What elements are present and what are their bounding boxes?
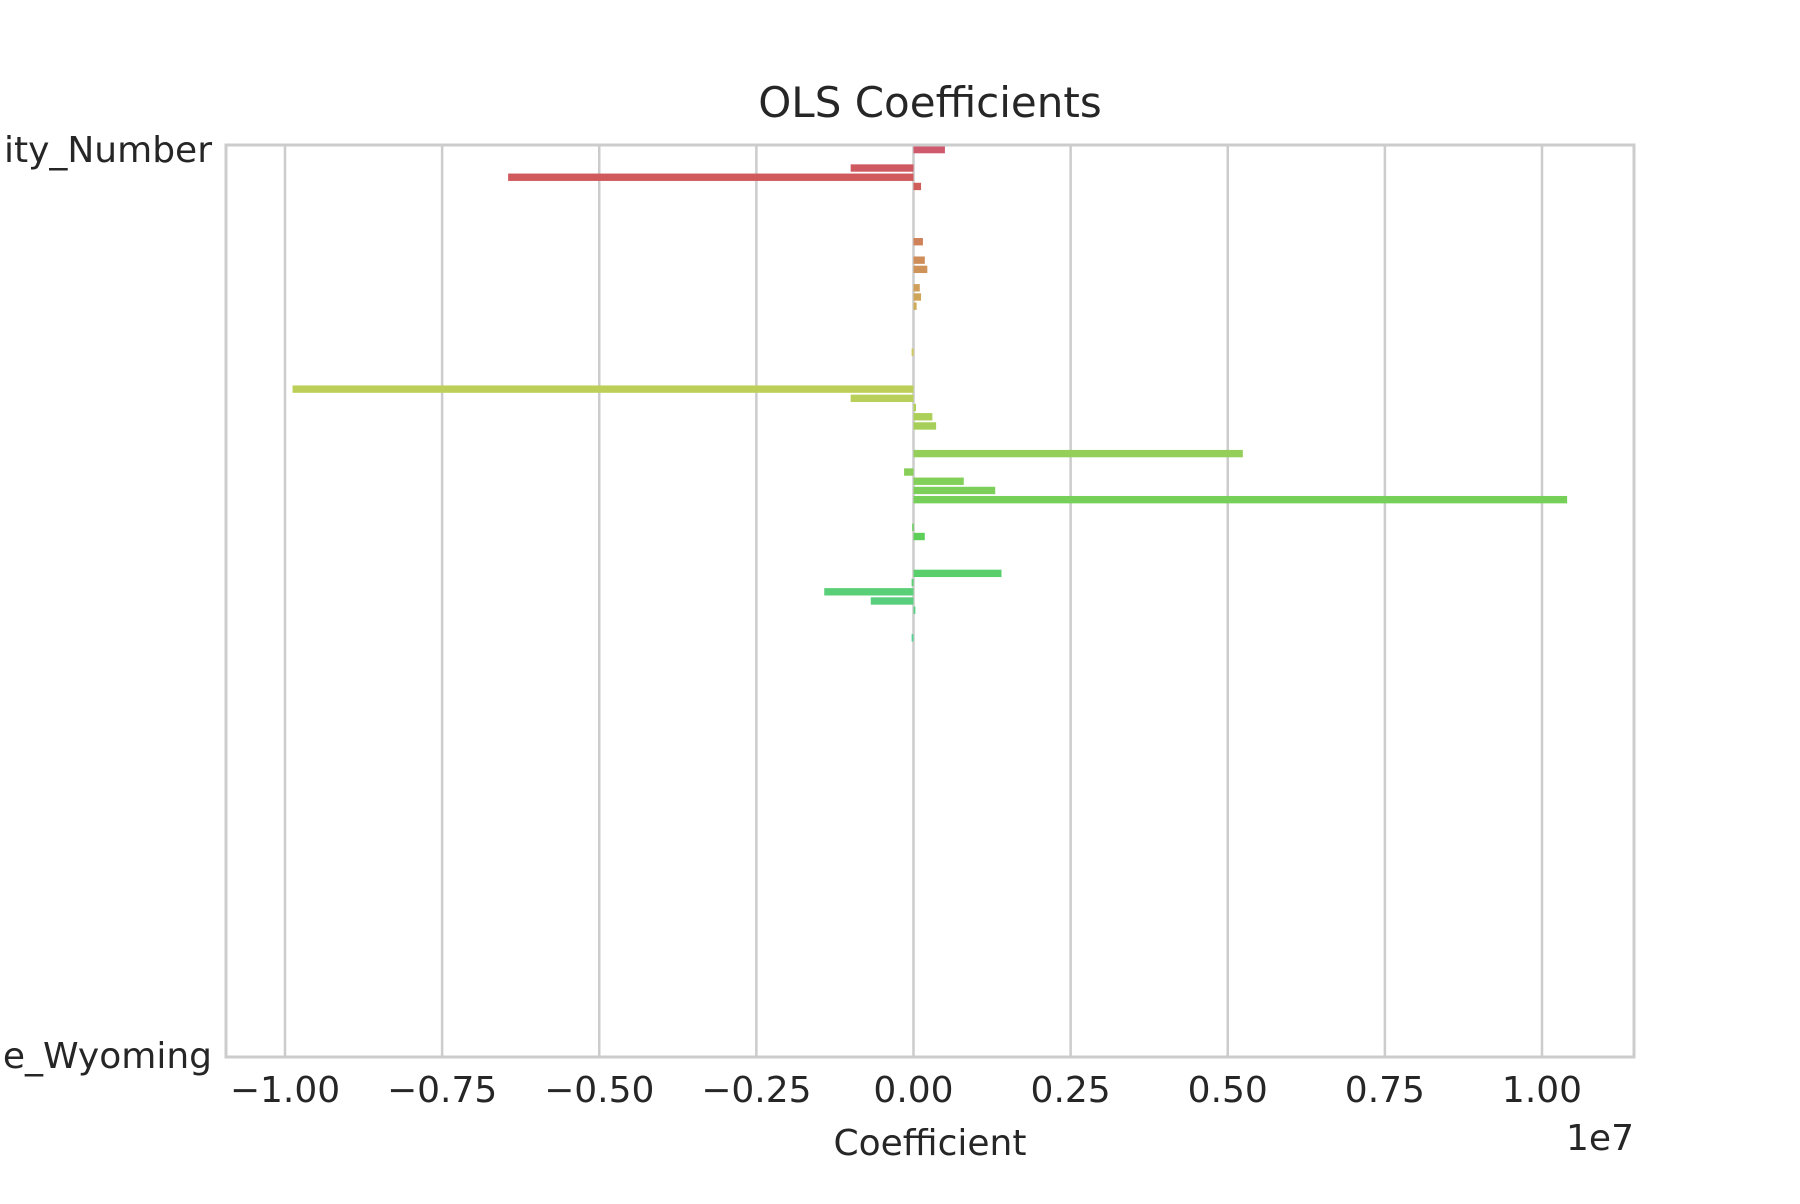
coefficient-bar [913, 238, 923, 246]
coefficient-bar [913, 145, 945, 154]
coefficient-bar [904, 468, 914, 476]
plot-frame [224, 143, 1636, 1059]
x-tick-label: 1.00 [1502, 1070, 1582, 1111]
coefficient-bar [870, 597, 914, 605]
x-tick-label: −0.50 [544, 1070, 654, 1111]
coefficient-bar [913, 532, 925, 541]
y-tick-labels: ity_Number e_Wyoming [3, 130, 212, 1077]
coefficient-bar [911, 634, 914, 642]
coefficient-bar [508, 173, 914, 181]
coefficient-bar [911, 348, 914, 356]
coefficient-bar [913, 265, 928, 274]
x-tick-label: 0.75 [1345, 1070, 1425, 1111]
coefficient-bar [913, 182, 922, 191]
x-axis-offset-text: 1e7 [1566, 1118, 1634, 1159]
y-tick-label-last: e_Wyoming [3, 1036, 212, 1077]
coefficient-bar [913, 413, 933, 421]
bars [292, 145, 1568, 642]
coefficient-bar [913, 606, 916, 614]
x-tick-label: −0.25 [701, 1070, 811, 1111]
coefficient-bar [850, 164, 914, 172]
coefficient-bar [913, 486, 996, 495]
coefficient-bar [913, 569, 1002, 578]
x-tick-label: 0.00 [873, 1070, 953, 1111]
coefficient-bar [913, 495, 1568, 504]
coefficient-bar [913, 302, 917, 310]
coefficient-bar [824, 588, 914, 596]
x-tick-label: −0.75 [387, 1070, 497, 1111]
coefficient-bar [913, 284, 920, 292]
coefficient-bar [913, 449, 1243, 458]
coefficient-bar [913, 256, 925, 264]
coefficient-bar [292, 385, 914, 393]
coefficient-bar [850, 394, 914, 403]
y-tick-label-first: ity_Number [4, 130, 212, 171]
x-tick-labels: −1.00 −0.75 −0.50 −0.25 0.00 0.25 0.50 0.75 1.00 [230, 1070, 1582, 1111]
coefficient-bar [913, 477, 964, 485]
x-axis-label: Coefficient [834, 1123, 1027, 1164]
coefficient-bar [911, 578, 914, 587]
x-tick-label: 0.50 [1188, 1070, 1268, 1111]
x-tick-label: −1.00 [230, 1070, 340, 1111]
coefficient-bar [913, 422, 937, 430]
coefficient-bar [913, 293, 922, 301]
chart-title: OLS Coefficients [758, 78, 1102, 127]
coefficient-bar [912, 523, 914, 531]
x-tick-label: 0.25 [1031, 1070, 1111, 1111]
coefficient-bar [913, 403, 917, 412]
